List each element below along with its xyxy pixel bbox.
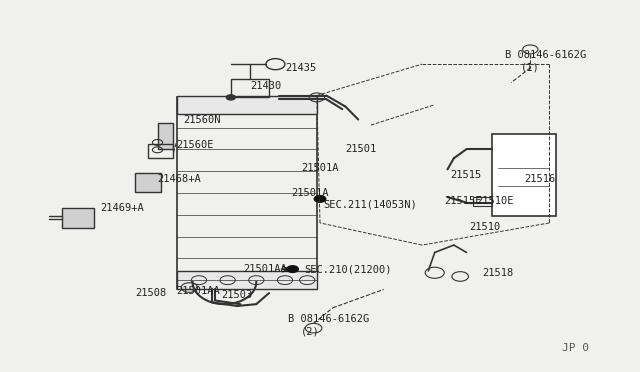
Text: 21430: 21430	[250, 81, 281, 91]
Text: 21560E: 21560E	[177, 140, 214, 150]
Text: 21501: 21501	[346, 144, 377, 154]
Bar	[157, 123, 173, 149]
Circle shape	[287, 266, 298, 272]
Text: 21435: 21435	[285, 63, 316, 73]
Text: 21501A: 21501A	[301, 163, 339, 173]
Text: B 08146-6162G: B 08146-6162G	[505, 50, 586, 60]
Text: 21501A: 21501A	[291, 188, 329, 198]
Text: 21518: 21518	[483, 268, 514, 278]
Bar	[62, 208, 94, 228]
Text: 21515: 21515	[451, 170, 482, 180]
Text: 21501AA: 21501AA	[244, 264, 287, 274]
Circle shape	[314, 196, 326, 202]
Text: B 08146-6162G: B 08146-6162G	[288, 314, 369, 324]
Text: 21501AA: 21501AA	[177, 286, 220, 296]
Text: 21508: 21508	[135, 288, 166, 298]
Circle shape	[227, 95, 236, 100]
Text: 21503: 21503	[221, 290, 253, 300]
Text: 21560N: 21560N	[183, 115, 221, 125]
Bar	[177, 271, 317, 289]
Text: (2): (2)	[301, 327, 319, 337]
Text: SEC.210(21200): SEC.210(21200)	[304, 264, 392, 274]
Text: JP 0: JP 0	[562, 343, 589, 353]
Bar	[148, 144, 173, 158]
Bar	[473, 197, 492, 206]
Bar	[135, 173, 161, 192]
Text: (1): (1)	[521, 63, 540, 73]
Text: 21468+A: 21468+A	[157, 174, 201, 184]
Text: 21510: 21510	[470, 222, 501, 232]
Text: 21515E: 21515E	[444, 196, 482, 206]
Bar	[492, 134, 556, 215]
Text: 21469+A: 21469+A	[100, 203, 144, 213]
Bar	[177, 96, 317, 114]
Bar	[177, 97, 317, 289]
Bar	[231, 79, 269, 97]
Text: SEC.211(14053N): SEC.211(14053N)	[323, 199, 417, 209]
Text: 21510E: 21510E	[476, 196, 514, 206]
Text: 21516: 21516	[524, 174, 555, 184]
